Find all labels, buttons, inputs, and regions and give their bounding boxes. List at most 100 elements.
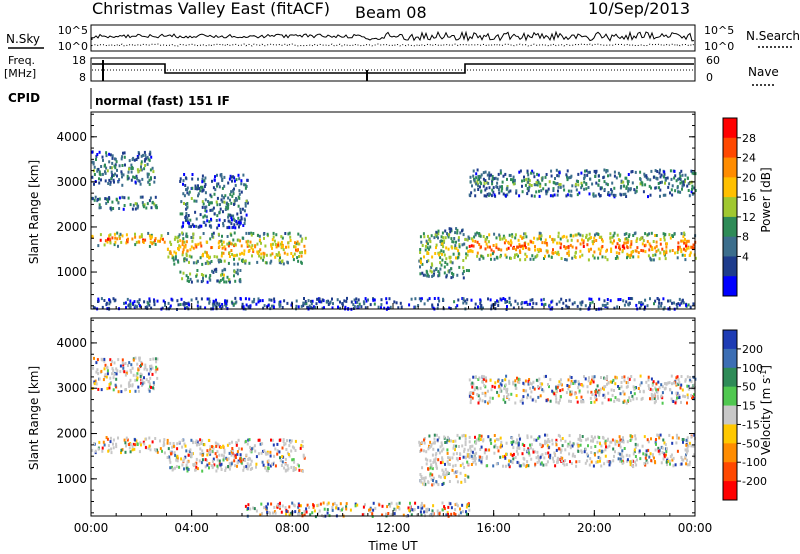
velocity-echo-cell xyxy=(300,504,302,508)
power-echo-cell xyxy=(476,240,479,244)
velocity-echo-cell xyxy=(670,397,673,401)
power-echo-cell xyxy=(129,302,132,306)
power-echo-cell xyxy=(490,257,492,261)
velocity-echo-cell xyxy=(443,507,446,511)
power-echo-cell xyxy=(525,177,528,181)
velocity-echo-cell xyxy=(233,455,236,459)
velocity-echo-cell xyxy=(461,444,464,448)
power-echo-cell xyxy=(605,182,608,186)
power-echo-cell xyxy=(651,247,654,251)
power-echo-cell xyxy=(642,249,645,253)
velocity-colorbar-tick-label: 200 xyxy=(742,343,763,356)
power-echo-cell xyxy=(183,240,186,244)
velocity-echo-cell xyxy=(498,384,500,388)
velocity-echo-cell xyxy=(291,458,294,462)
velocity-echo-cell xyxy=(433,458,436,462)
power-echo-cell xyxy=(574,182,577,186)
velocity-echo-cell xyxy=(657,446,660,450)
velocity-colorbar-tick-label: 50 xyxy=(742,381,756,394)
power-echo-cell xyxy=(512,247,515,250)
power-ylabel: Slant Range [km] xyxy=(27,160,41,264)
velocity-echo-cell xyxy=(131,445,134,449)
power-echo-cell xyxy=(621,245,624,249)
velocity-echo-marks xyxy=(91,356,697,519)
power-echo-cell xyxy=(178,233,181,237)
power-echo-cell xyxy=(167,247,169,251)
power-echo-cell xyxy=(205,274,207,278)
power-echo-cell xyxy=(105,303,108,307)
velocity-echo-cell xyxy=(506,387,509,391)
velocity-echo-cell xyxy=(349,508,352,512)
velocity-echo-cell xyxy=(542,463,545,467)
velocity-echo-cell xyxy=(433,433,436,437)
velocity-echo-cell xyxy=(95,361,98,365)
power-echo-cell xyxy=(644,298,647,302)
power-echo-cell xyxy=(106,198,109,202)
velocity-echo-cell xyxy=(110,363,113,367)
velocity-echo-cell xyxy=(236,464,238,468)
power-echo-cell xyxy=(108,160,111,164)
power-echo-cell xyxy=(103,243,106,247)
velocity-echo-cell xyxy=(619,392,622,396)
power-echo-cell xyxy=(524,183,527,187)
velocity-echo-cell xyxy=(522,395,525,399)
power-echo-cell xyxy=(270,259,273,263)
power-echo-cell xyxy=(682,235,685,239)
power-echo-cell xyxy=(355,297,358,301)
velocity-echo-cell xyxy=(212,457,215,461)
power-echo-cell xyxy=(603,168,606,172)
power-echo-cell xyxy=(663,170,666,174)
velocity-echo-cell xyxy=(575,460,578,464)
velocity-echo-cell xyxy=(590,435,593,439)
velocity-echo-cell xyxy=(251,466,254,470)
power-echo-cell xyxy=(658,257,661,261)
velocity-echo-cell xyxy=(522,388,525,392)
velocity-echo-cell xyxy=(94,379,97,383)
power-echo-cell xyxy=(489,245,491,249)
power-echo-cell xyxy=(93,165,96,169)
velocity-echo-cell xyxy=(647,384,650,388)
velocity-echo-cell xyxy=(582,384,585,388)
power-echo-cell xyxy=(623,241,626,245)
power-echo-cell xyxy=(507,246,510,250)
power-echo-cell xyxy=(663,238,666,242)
power-echo-cell xyxy=(469,175,472,179)
velocity-echo-cell xyxy=(266,450,269,454)
power-echo-cell xyxy=(663,233,666,237)
velocity-echo-cell xyxy=(545,374,547,378)
power-echo-cell xyxy=(640,304,643,308)
power-echo-cell xyxy=(490,248,493,252)
power-echo-cell xyxy=(540,237,542,241)
power-echo-cell xyxy=(630,253,633,257)
power-echo-cell xyxy=(510,303,512,307)
power-echo-cell xyxy=(659,168,661,172)
power-echo-cell xyxy=(554,177,556,180)
velocity-echo-cell xyxy=(559,450,562,454)
velocity-echo-cell xyxy=(656,390,659,394)
power-echo-cell xyxy=(281,245,284,249)
power-echo-cell xyxy=(188,254,191,258)
power-echo-cell xyxy=(492,186,495,190)
velocity-echo-cell xyxy=(235,441,238,445)
power-echo-cell xyxy=(93,198,96,202)
power-echo-cell xyxy=(581,184,584,188)
velocity-echo-cell xyxy=(452,439,455,443)
velocity-echo-cell xyxy=(454,439,457,443)
velocity-echo-cell xyxy=(447,462,450,466)
power-echo-cell xyxy=(202,220,205,224)
power-echo-cell xyxy=(598,179,601,183)
velocity-echo-cell xyxy=(283,443,286,447)
power-echo-cell xyxy=(280,242,282,246)
power-echo-cell xyxy=(208,256,210,260)
power-colorbar-swatch xyxy=(723,276,737,297)
velocity-echo-cell xyxy=(676,396,678,400)
power-echo-cell xyxy=(628,301,631,305)
power-echo-cell xyxy=(196,300,199,304)
velocity-echo-cell xyxy=(262,463,265,467)
velocity-echo-cell xyxy=(126,438,129,442)
velocity-echo-cell xyxy=(626,385,629,389)
velocity-echo-cell xyxy=(429,440,432,444)
power-echo-cell xyxy=(252,248,254,252)
power-echo-cell xyxy=(282,262,285,266)
power-echo-cell xyxy=(197,242,200,246)
